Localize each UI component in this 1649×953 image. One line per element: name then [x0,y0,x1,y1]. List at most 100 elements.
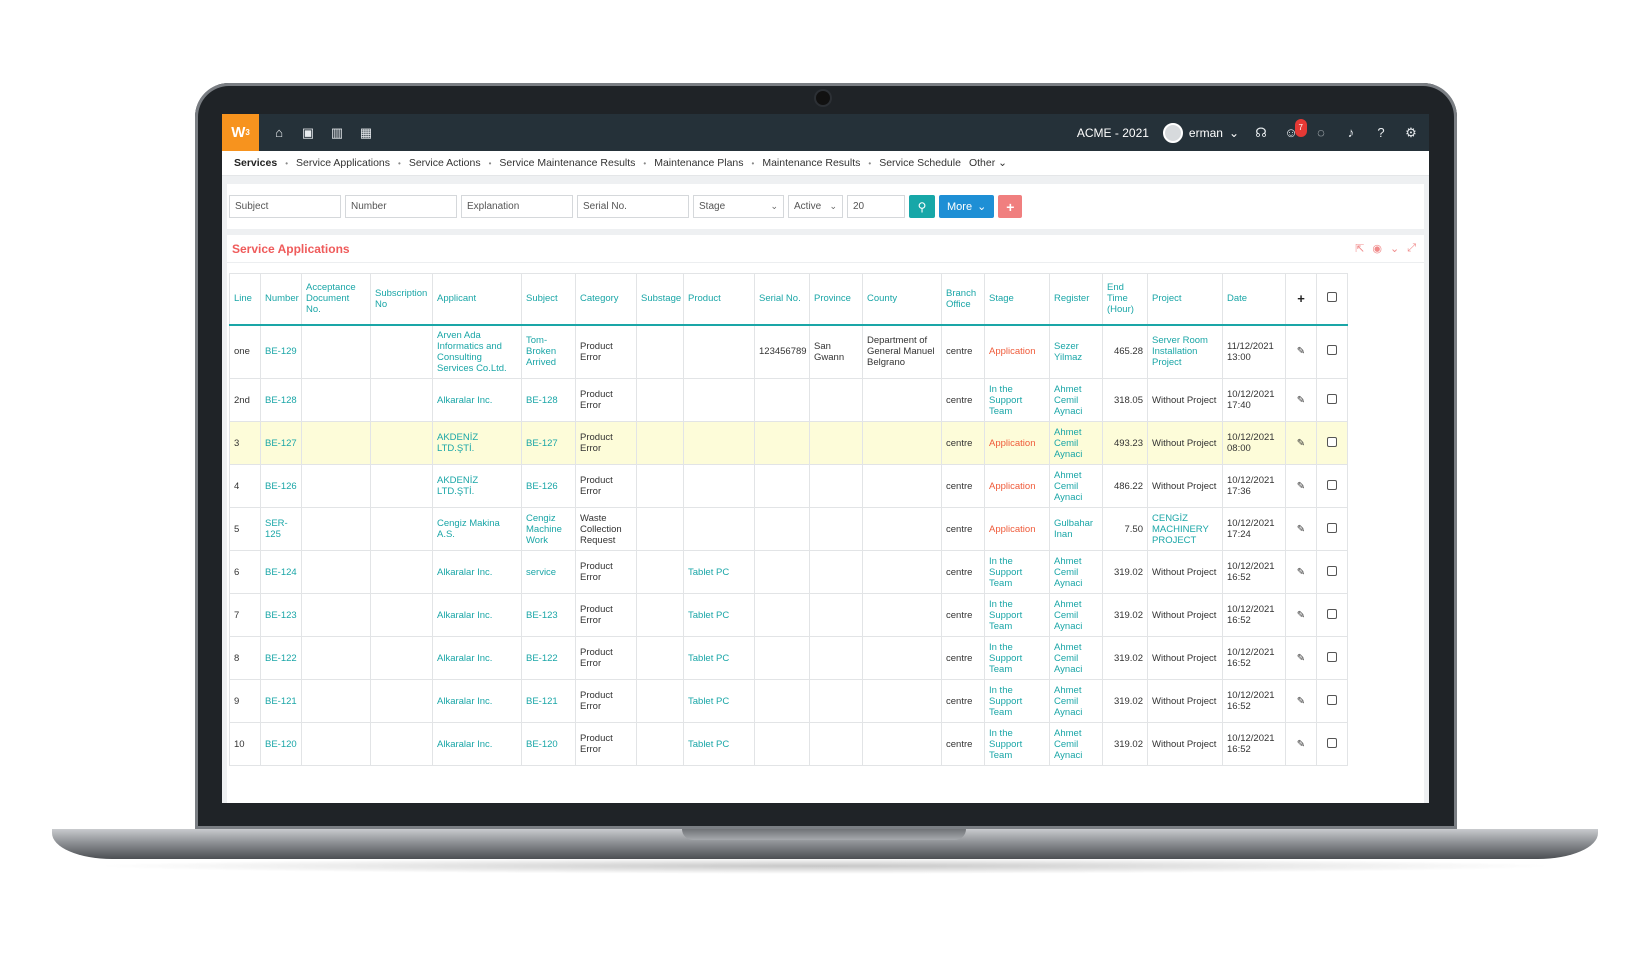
cell-project[interactable]: Without Project [1147,636,1223,680]
row-checkbox[interactable] [1316,679,1348,723]
cell-register[interactable]: Ahmet Cemil Aynaci [1049,378,1103,422]
row-checkbox[interactable] [1316,550,1348,594]
cell-number[interactable]: BE-123 [260,593,302,637]
add-button[interactable]: + [998,195,1023,218]
number-input[interactable]: Number [345,195,457,218]
cell-subject[interactable]: BE-126 [521,464,576,508]
cell-product[interactable]: Tablet PC [683,636,755,680]
cell-subject[interactable]: BE-128 [521,378,576,422]
cell-register[interactable]: Ahmet Cemil Aynaci [1049,593,1103,637]
cell-number[interactable]: BE-124 [260,550,302,594]
cell-applicant[interactable]: Alkaralar Inc. [432,722,522,766]
column-header[interactable]: Substage [636,273,684,326]
cell-subject[interactable]: BE-122 [521,636,576,680]
cell-product[interactable]: Tablet PC [683,550,755,594]
edit-button[interactable]: ✎ [1285,421,1317,465]
subnav-item-maintenance-plans[interactable]: Maintenance Plans [654,157,744,169]
cell-applicant[interactable]: Cengiz Makina A.S. [432,507,522,551]
cell-applicant[interactable]: AKDENİZ LTD.ŞTİ. [432,421,522,465]
cell-applicant[interactable]: AKDENİZ LTD.ŞTİ. [432,464,522,508]
cell-number[interactable]: BE-129 [260,324,302,379]
cell-register[interactable]: Gulbahar Inan [1049,507,1103,551]
status-select[interactable]: Active ⌄ [788,195,843,218]
cell-product[interactable] [683,378,755,422]
column-header[interactable]: Province [809,273,863,326]
export-icon[interactable]: ⇱ [1355,243,1365,255]
eye-icon[interactable]: ◉ [1372,243,1382,255]
cell-product[interactable] [683,507,755,551]
cell-applicant[interactable]: Alkaralar Inc. [432,593,522,637]
cell-product[interactable] [683,464,755,508]
cell-project[interactable]: Without Project [1147,593,1223,637]
column-header[interactable]: Number [260,273,302,326]
column-header[interactable]: Date [1222,273,1286,326]
row-checkbox[interactable] [1316,507,1348,551]
box-icon[interactable]: ▣ [301,124,315,140]
subnav-item-other[interactable]: Other ⌄ [969,157,1007,169]
user-menu[interactable]: erman ⌄ [1162,122,1239,143]
column-header[interactable]: Line [229,273,261,326]
row-checkbox[interactable] [1316,324,1348,379]
cell-subject[interactable]: BE-120 [521,722,576,766]
table-row[interactable]: 7 BE-123 Alkaralar Inc. BE-123 Product Error… [229,593,1348,637]
company-selector[interactable]: ACME - 2021 [1076,125,1149,140]
column-header[interactable]: Serial No. [754,273,810,326]
edit-button[interactable]: ✎ [1285,464,1317,508]
cell-subject[interactable]: BE-123 [521,593,576,637]
smiley-icon[interactable]: ☺ 7 [1283,118,1307,141]
cell-product[interactable]: Tablet PC [683,593,755,637]
help-icon[interactable]: ? [1377,124,1385,140]
cell-project[interactable]: Without Project [1147,550,1223,594]
column-header[interactable]: Subscription No [370,273,433,326]
cell-project[interactable]: Without Project [1147,464,1223,508]
column-header[interactable]: Register [1049,273,1103,326]
cell-register[interactable]: Ahmet Cemil Aynaci [1049,722,1103,766]
cell-project[interactable]: Without Project [1147,421,1223,465]
row-checkbox[interactable] [1316,464,1348,508]
add-column-button[interactable]: + [1285,273,1317,326]
cell-register[interactable]: Sezer Yilmaz [1049,324,1103,379]
cell-subject[interactable]: Cengiz Machine Work [521,507,576,551]
edit-button[interactable]: ✎ [1285,378,1317,422]
collapse-icon[interactable]: ⌄ [1389,243,1400,255]
row-checkbox[interactable] [1316,636,1348,680]
cell-project[interactable]: Without Project [1147,679,1223,723]
cell-number[interactable]: BE-120 [260,722,302,766]
edit-button[interactable]: ✎ [1285,593,1317,637]
select-all-checkbox[interactable] [1316,273,1348,326]
stage-select[interactable]: Stage ⌄ [693,195,784,218]
cell-register[interactable]: Ahmet Cemil Aynaci [1049,421,1103,465]
cell-applicant[interactable]: Arven Ada Informatics and Consulting Ser… [432,324,522,379]
edit-button[interactable]: ✎ [1285,507,1317,551]
cell-number[interactable]: BE-128 [260,378,302,422]
table-row[interactable]: 9 BE-121 Alkaralar Inc. BE-121 Product Error… [229,679,1348,723]
edit-button[interactable]: ✎ [1285,679,1317,723]
cell-register[interactable]: Ahmet Cemil Aynaci [1049,464,1103,508]
table-row[interactable]: one BE-129 Arven Ada Informatics and Consu… [229,324,1348,379]
subnav-item-service-applications[interactable]: Service Applications [296,157,390,169]
search-button[interactable]: ⚲ [909,195,935,218]
edit-button[interactable]: ✎ [1285,324,1317,379]
column-header[interactable]: Subject [521,273,576,326]
cell-applicant[interactable]: Alkaralar Inc. [432,679,522,723]
cell-applicant[interactable]: Alkaralar Inc. [432,550,522,594]
cell-applicant[interactable]: Alkaralar Inc. [432,378,522,422]
table-row[interactable]: 5 SER-125 Cengiz Makina A.S. Cengiz Machine… [229,507,1348,551]
cell-product[interactable]: Tablet PC [683,679,755,723]
bell-icon[interactable]: ♪ [1347,124,1355,140]
cell-project[interactable]: Without Project [1147,722,1223,766]
cell-register[interactable]: Ahmet Cemil Aynaci [1049,550,1103,594]
column-header[interactable]: Project [1147,273,1223,326]
cell-number[interactable]: BE-126 [260,464,302,508]
column-header[interactable]: Stage [984,273,1050,326]
subnav-item-service-actions[interactable]: Service Actions [408,157,481,169]
serial-input[interactable]: Serial No. [577,195,689,218]
calendar-icon[interactable]: ▦ [359,124,373,140]
more-button[interactable]: More ⌄ [939,195,995,218]
edit-button[interactable]: ✎ [1285,636,1317,680]
cell-project[interactable]: Without Project [1147,378,1223,422]
cell-project[interactable]: Server Room Installation Project [1147,324,1223,379]
row-checkbox[interactable] [1316,593,1348,637]
column-header[interactable]: Product [683,273,755,326]
